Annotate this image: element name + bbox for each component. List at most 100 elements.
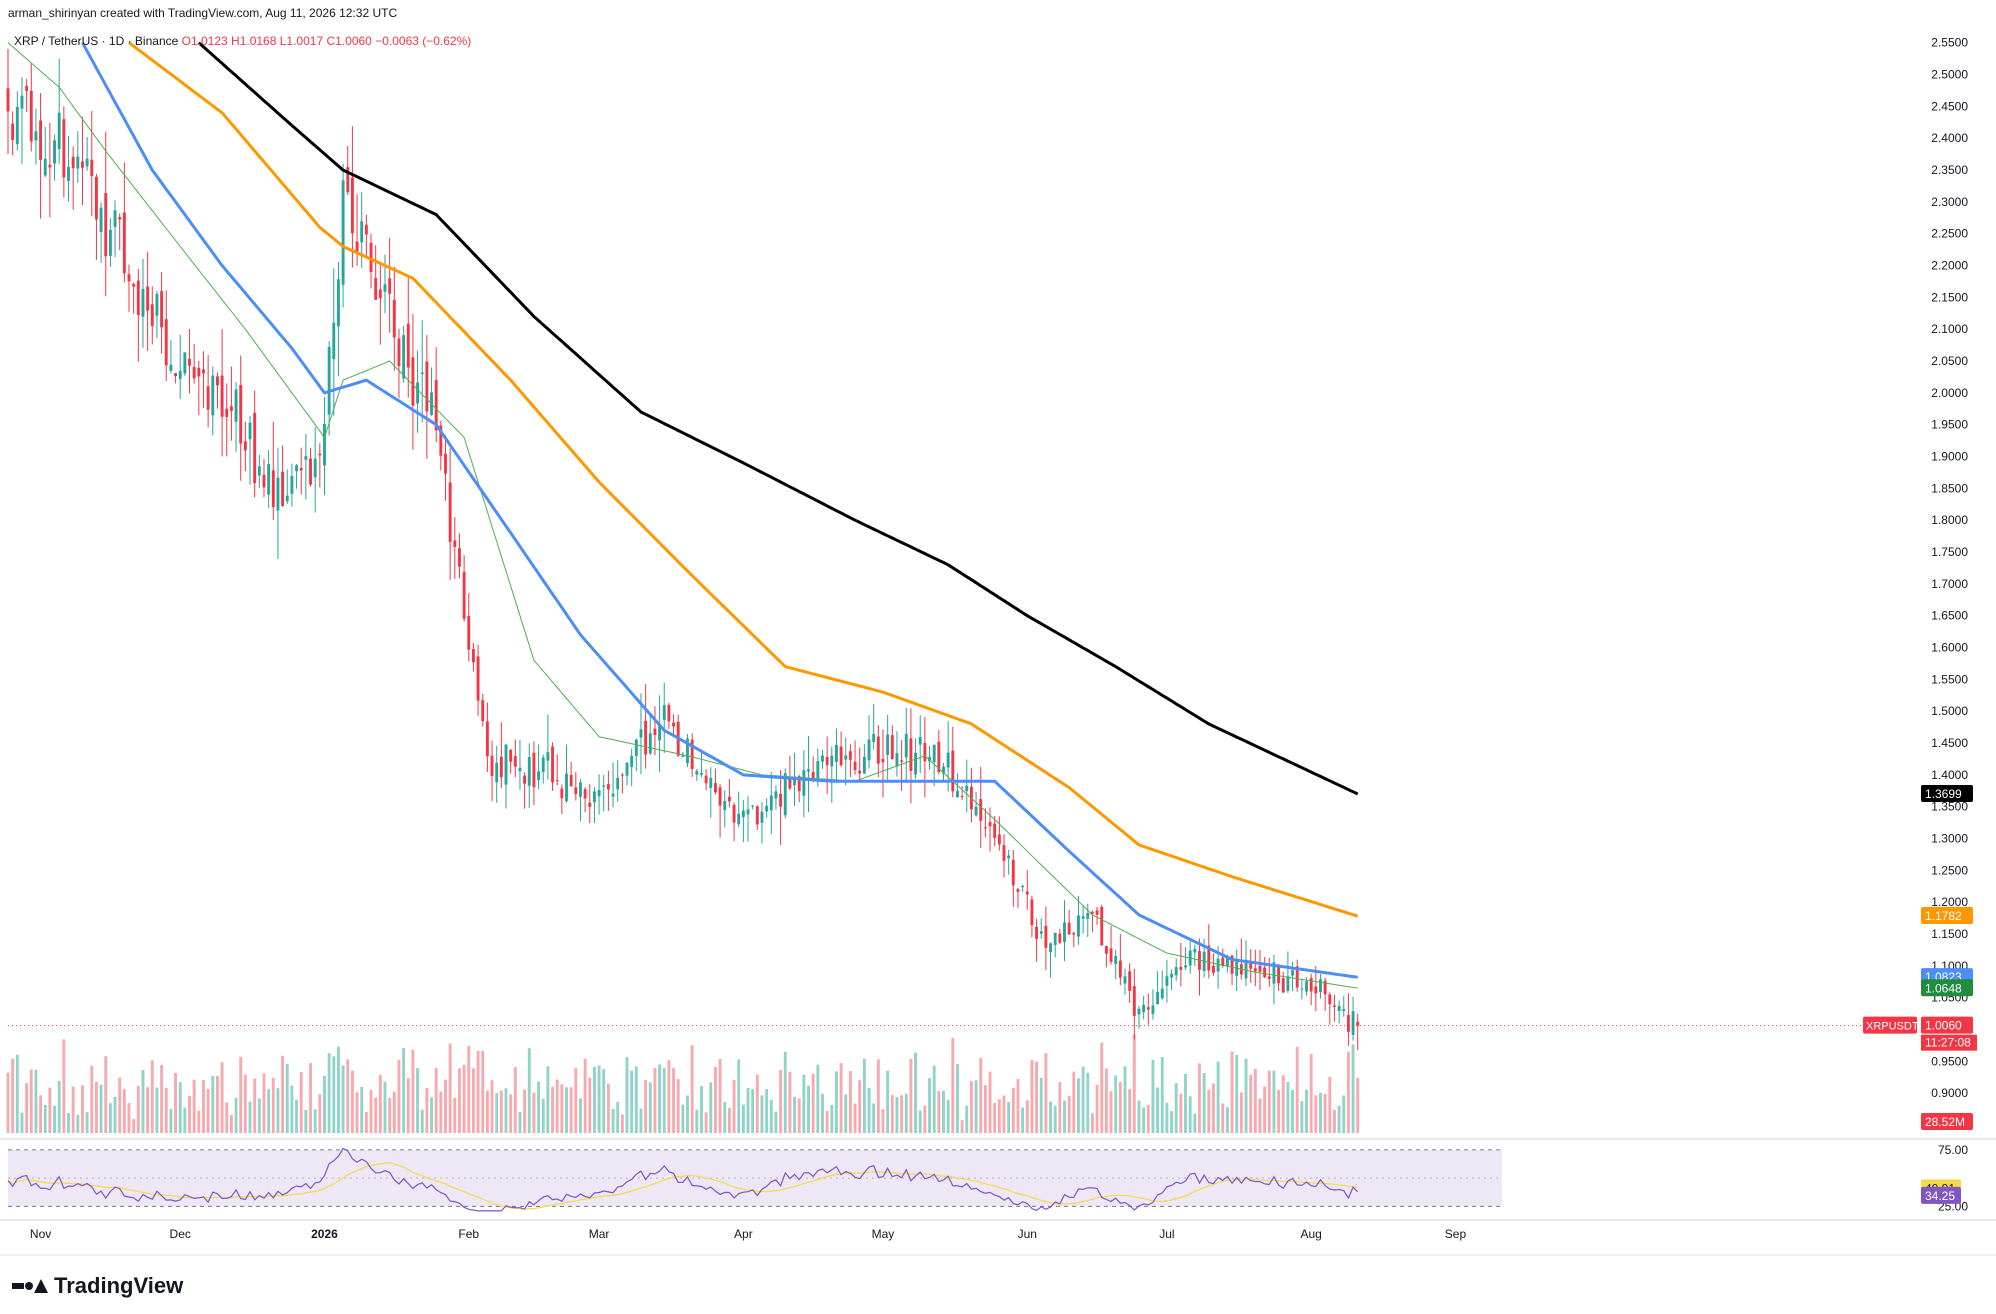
volume-bar xyxy=(34,1069,38,1133)
volume-bar xyxy=(555,1079,559,1133)
candle-body xyxy=(178,370,182,380)
volume-bar xyxy=(783,1051,787,1133)
volume-bar xyxy=(648,1082,652,1133)
candle-body xyxy=(1142,1004,1146,1013)
volume-bar xyxy=(1151,1059,1155,1133)
symbol-legend[interactable]: XRP / TetherUS · 1D · Binance O1.0123 H1… xyxy=(14,34,471,48)
candle-body xyxy=(388,278,392,294)
price-tick-label: 2.1500 xyxy=(1931,290,1968,304)
candle-body xyxy=(1058,933,1062,943)
volume-bar xyxy=(169,1108,173,1133)
candle-body xyxy=(727,796,731,802)
candle-body xyxy=(723,800,727,811)
volume-bar xyxy=(1165,1102,1169,1133)
volume-bar xyxy=(667,1060,671,1133)
volume-bar xyxy=(15,1054,19,1133)
volume-bar xyxy=(951,1037,955,1133)
volume-bar xyxy=(495,1093,499,1133)
candle-body xyxy=(211,375,215,416)
candle-body xyxy=(290,475,294,494)
volume-bar xyxy=(1170,1111,1173,1133)
volume-bar xyxy=(779,1069,783,1133)
volume-bar xyxy=(1174,1083,1178,1133)
candle-body xyxy=(1090,911,1094,914)
volume-bar xyxy=(1160,1056,1164,1133)
volume-bar xyxy=(318,1094,322,1133)
candle-body xyxy=(127,274,131,282)
volume-bar xyxy=(746,1088,750,1133)
rsi-value-label: 34.25 xyxy=(1925,1189,1955,1203)
candle-body xyxy=(220,375,224,417)
rsi-value-label-box xyxy=(1921,1186,1961,1204)
volume-bar xyxy=(788,1071,792,1133)
candle-body xyxy=(1077,915,1080,937)
volume-bar xyxy=(513,1067,517,1133)
volume-bar xyxy=(844,1094,848,1133)
candle-body xyxy=(704,775,708,784)
volume-bar xyxy=(969,1081,973,1133)
price-tick-label: 1.3500 xyxy=(1931,800,1968,814)
candle-body xyxy=(681,755,685,757)
candle-body xyxy=(67,166,70,182)
volume-bar xyxy=(532,1092,536,1133)
volume-bar xyxy=(1328,1076,1332,1133)
volume-bar xyxy=(681,1104,685,1133)
volume-bar xyxy=(769,1099,773,1133)
candle-body xyxy=(271,470,275,508)
volume-bar xyxy=(1351,1044,1355,1133)
candle-body xyxy=(392,299,396,338)
candle-body xyxy=(1025,891,1029,895)
volume-bar xyxy=(388,1097,392,1133)
volume-bar xyxy=(1295,1046,1299,1133)
volume-bar xyxy=(546,1066,550,1133)
candle-body xyxy=(1356,1021,1360,1026)
candle-body xyxy=(811,772,815,780)
candle-body xyxy=(602,785,606,787)
candle-body xyxy=(709,777,713,788)
candle-body xyxy=(346,167,350,193)
tradingview-brand[interactable]: TradingView xyxy=(12,1273,183,1299)
volume-bar xyxy=(360,1086,364,1133)
volume-bar xyxy=(1342,1095,1346,1133)
price-tick-label: 2.0500 xyxy=(1931,354,1968,368)
candle-body xyxy=(1337,1005,1341,1011)
candle-body xyxy=(560,788,564,799)
volume-bar xyxy=(1225,1107,1229,1133)
volume-bar xyxy=(1030,1060,1034,1133)
volume-bar xyxy=(29,1069,33,1133)
candle-body xyxy=(1072,932,1076,935)
candle-body xyxy=(1295,966,1299,988)
candle-body xyxy=(662,705,666,720)
volume-bar xyxy=(1011,1087,1015,1133)
volume-bar xyxy=(160,1064,164,1133)
volume-bar xyxy=(686,1095,689,1133)
candle-body xyxy=(788,777,792,789)
candle-body xyxy=(295,465,299,472)
volume-bar xyxy=(1132,1034,1136,1133)
volume-bar xyxy=(611,1108,615,1133)
candle-body xyxy=(1021,885,1025,888)
volume-bar xyxy=(267,1089,271,1133)
price-tick-label: 1.6000 xyxy=(1931,641,1968,655)
candle-body xyxy=(248,422,252,440)
price-tick-label: 2.3000 xyxy=(1931,195,1968,209)
candle-body xyxy=(197,367,201,377)
price-tick-label: 1.7000 xyxy=(1931,577,1968,591)
volume-bar xyxy=(346,1059,350,1133)
volume-bar xyxy=(751,1089,755,1133)
candle-body xyxy=(499,756,503,778)
volume-bar xyxy=(178,1082,182,1133)
volume-bar xyxy=(1007,1101,1011,1133)
candle-body xyxy=(797,776,801,792)
tradingview-logo-icon xyxy=(12,1279,48,1293)
candle-body xyxy=(192,366,196,379)
candle-body xyxy=(1170,973,1173,978)
candle-body xyxy=(993,823,997,838)
candle-body xyxy=(257,466,261,476)
candle-body xyxy=(234,389,238,422)
candle-body xyxy=(1160,988,1164,999)
candle-body xyxy=(695,770,699,775)
candle-body xyxy=(1039,931,1043,934)
volume-bar xyxy=(672,1068,675,1133)
